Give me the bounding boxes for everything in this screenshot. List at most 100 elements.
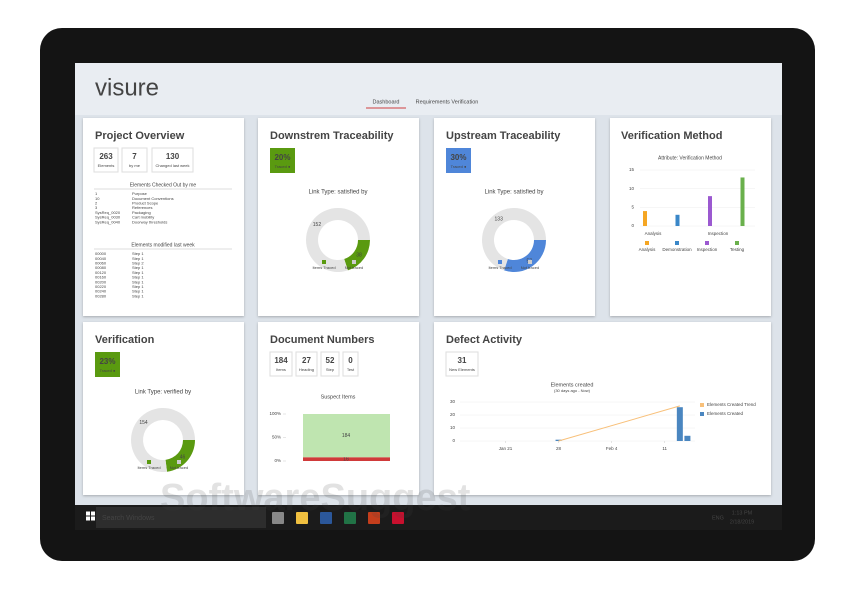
- clock-date: 2/18/2019: [730, 519, 754, 525]
- legend-swatch: [675, 241, 679, 245]
- link-type: Link Type: satisfied by: [485, 190, 544, 196]
- badge: [270, 148, 295, 173]
- stat-label: by me: [129, 163, 141, 168]
- card-title: Document Numbers: [270, 334, 375, 346]
- section-title: Elements modified last week: [131, 242, 195, 248]
- windows-logo: [91, 516, 95, 521]
- badge-label: Traced ●: [451, 164, 467, 169]
- row-id: 00060: [95, 260, 107, 265]
- y-tick-label: 15: [629, 167, 635, 172]
- taskbar-icon[interactable]: [368, 512, 380, 524]
- row-text: Cart mobility: [132, 215, 154, 220]
- donut-segment: [344, 240, 370, 271]
- stat-value: 263: [99, 152, 113, 161]
- taskbar-icon[interactable]: [392, 512, 404, 524]
- legend-label: Not traced: [345, 265, 363, 270]
- legend-swatch: [322, 260, 326, 264]
- badge-value: 23%: [99, 357, 115, 366]
- taskbar-icon[interactable]: [320, 512, 332, 524]
- stat-label: New Elements: [449, 367, 475, 372]
- legend-label: Inspection: [697, 247, 718, 252]
- row-id: 3: [95, 205, 98, 210]
- row-id: SysReq_0020: [95, 210, 121, 215]
- badge: [95, 352, 120, 377]
- row-text: Step 1: [132, 275, 144, 280]
- stat-value: 7: [132, 152, 137, 161]
- y-tick-label: 0: [631, 223, 634, 228]
- search-placeholder[interactable]: Search Windows: [102, 515, 155, 522]
- stat-box: [342, 351, 359, 377]
- bar: [675, 214, 680, 226]
- row-id: 10: [95, 196, 100, 201]
- stat-box: [269, 351, 293, 377]
- header: [75, 63, 782, 115]
- legend-label: Elements Created: [707, 411, 744, 416]
- row-text: Doorway thresholds: [132, 219, 167, 224]
- stat-label: Changed last week: [155, 163, 189, 168]
- donut-label: 152: [313, 222, 322, 228]
- y-tick-label: 50%: [272, 435, 281, 440]
- trend-line: [558, 405, 680, 442]
- clock-time: 1:13 PM: [732, 510, 753, 516]
- row-text: Step 1: [132, 289, 144, 294]
- taskbar-icon[interactable]: [296, 512, 308, 524]
- logo: visure: [95, 74, 159, 101]
- row-id: 00160: [95, 275, 107, 280]
- legend-swatch: [700, 403, 704, 407]
- donut-segment: [131, 408, 195, 472]
- x-tick-label: Inspection: [708, 231, 729, 236]
- donut-segment: [482, 208, 546, 271]
- stat-value: 27: [302, 356, 311, 365]
- row-text: Step 1: [132, 265, 144, 270]
- card-title: Downstrem Traceability: [270, 130, 394, 142]
- y-tick-label: 5: [631, 205, 634, 210]
- y-tick-label: 0: [452, 438, 455, 443]
- badge-value: 20%: [274, 153, 290, 162]
- legend-label: Items Traced: [488, 265, 511, 270]
- taskbar-icon[interactable]: [272, 512, 284, 524]
- stat-value: 0: [348, 356, 353, 365]
- search-box[interactable]: [96, 507, 266, 528]
- stat-label: Step: [326, 367, 335, 372]
- y-tick-label: 30: [450, 399, 456, 404]
- bar-label: 16: [343, 456, 349, 462]
- row-text: Step 1: [132, 256, 144, 261]
- donut-label: 46: [180, 455, 186, 461]
- windows-logo: [86, 511, 90, 516]
- bar: [740, 177, 745, 226]
- row-text: Step 1: [132, 279, 144, 284]
- y-tick-label: 0%: [274, 458, 281, 463]
- badge-label: Traced ●: [100, 368, 116, 373]
- stat-label: Test: [347, 367, 355, 372]
- tab[interactable]: Requirements Verification: [416, 99, 479, 105]
- legend-swatch: [352, 260, 356, 264]
- stat-box: [93, 147, 119, 173]
- tab[interactable]: Dashboard: [373, 99, 400, 105]
- stat-box: [445, 351, 479, 377]
- stat-box: [121, 147, 148, 173]
- taskbar-icon[interactable]: [344, 512, 356, 524]
- row-id: 00200: [95, 279, 107, 284]
- legend-label: Analysis: [639, 247, 657, 252]
- bar-segment: [303, 414, 390, 458]
- row-id: 00240: [95, 289, 107, 294]
- row-text: Purpose: [132, 191, 148, 196]
- stat-value: 31: [458, 356, 467, 365]
- row-id: 00280: [95, 293, 107, 298]
- row-text: Step 1: [132, 251, 144, 256]
- stat-box: [295, 351, 318, 377]
- legend-swatch: [645, 241, 649, 245]
- bar: [643, 211, 647, 226]
- legend-label: Elements Created Trend: [707, 402, 756, 407]
- row-id: 00040: [95, 256, 107, 261]
- donut-segment: [504, 240, 546, 272]
- chart-subtitle: (30 days ago - Now): [554, 388, 591, 393]
- section-title: Elements Checked Out by me: [130, 182, 197, 188]
- row-text: References: [132, 205, 152, 210]
- stat-box: [151, 147, 194, 173]
- row-text: Step 1: [132, 284, 144, 289]
- x-tick-label: Jan 21: [499, 446, 513, 451]
- bar: [708, 196, 712, 226]
- stat-label: Items: [276, 367, 286, 372]
